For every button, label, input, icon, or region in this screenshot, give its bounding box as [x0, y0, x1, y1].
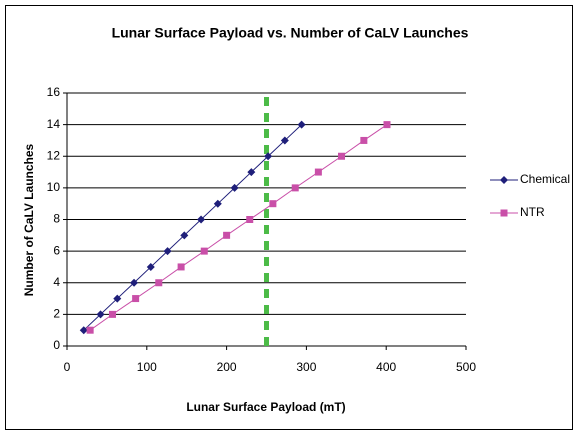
marker: [247, 168, 256, 177]
marker: [197, 215, 206, 224]
y-tick-label: 4: [53, 275, 60, 289]
marker: [132, 295, 140, 303]
marker: [130, 278, 139, 287]
marker: [163, 247, 172, 256]
series-line: [83, 124, 302, 331]
marker: [269, 200, 277, 208]
marker: [155, 279, 163, 287]
marker: [338, 152, 346, 160]
x-tick-label: 400: [376, 360, 396, 374]
marker: [500, 176, 508, 184]
marker: [79, 326, 88, 335]
y-tick-label: 10: [47, 180, 61, 194]
marker: [177, 263, 185, 271]
marker: [146, 262, 155, 271]
y-tick-label: 16: [47, 85, 61, 99]
x-tick-label: 0: [64, 360, 71, 374]
marker: [246, 216, 254, 223]
y-tick-label: 12: [47, 148, 61, 162]
x-axis-label: Lunar Surface Payload (mT): [186, 400, 345, 414]
marker: [200, 247, 208, 255]
marker: [213, 199, 222, 208]
marker: [360, 136, 368, 144]
marker: [180, 231, 189, 240]
marker: [297, 120, 306, 129]
marker: [96, 310, 105, 319]
x-tick-label: 300: [296, 360, 316, 374]
marker: [291, 184, 299, 192]
x-tick-label: 500: [456, 360, 476, 374]
x-tick-label: 200: [217, 360, 237, 374]
marker: [223, 231, 231, 239]
y-tick-label: 6: [53, 243, 60, 257]
marker: [280, 136, 289, 145]
chart-title: Lunar Surface Payload vs. Number of CaLV…: [112, 25, 469, 41]
marker: [86, 326, 94, 334]
y-tick-label: 2: [53, 307, 60, 321]
marker: [230, 183, 239, 192]
y-tick-label: 14: [47, 117, 61, 131]
legend-label: NTR: [520, 205, 545, 219]
legend-label: Chemical: [520, 172, 570, 186]
marker: [113, 294, 122, 303]
y-tick-label: 8: [53, 212, 60, 226]
x-tick-label: 100: [137, 360, 157, 374]
marker: [383, 121, 391, 129]
chart-border: [5, 5, 573, 430]
marker: [500, 209, 508, 217]
y-tick-label: 0: [53, 338, 60, 352]
marker: [108, 310, 116, 318]
marker: [264, 152, 273, 161]
marker: [314, 168, 322, 176]
y-axis-label: Number of CaLV Launches: [22, 143, 36, 296]
series-line: [89, 124, 388, 331]
